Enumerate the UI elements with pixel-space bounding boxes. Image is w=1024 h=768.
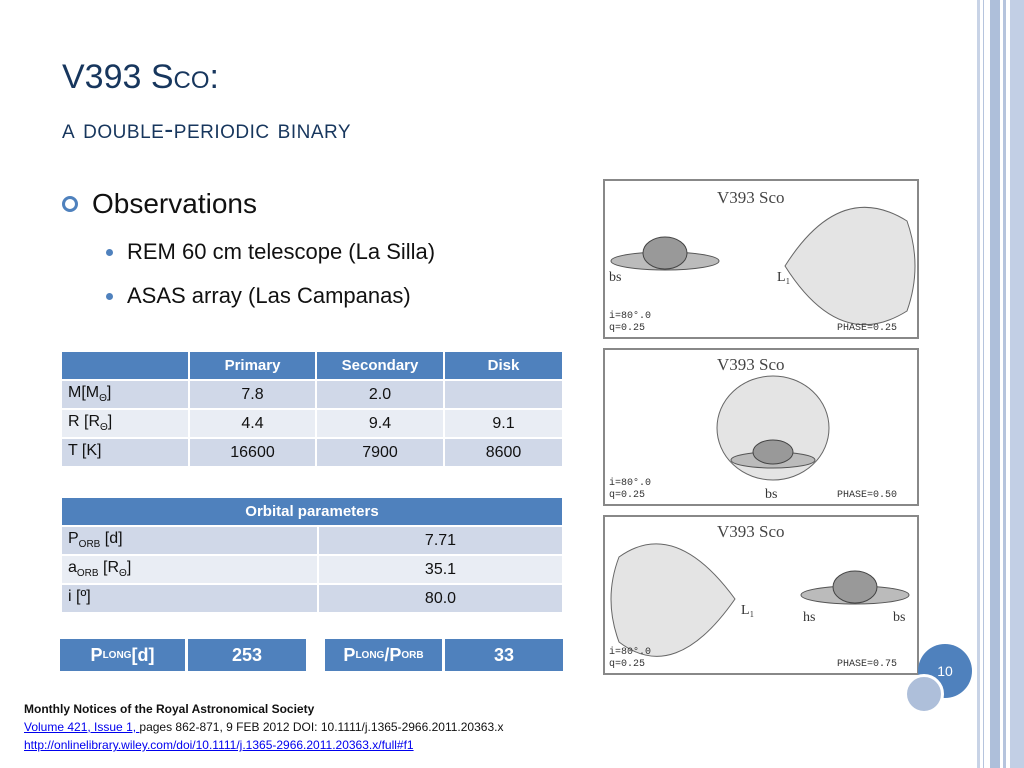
sub-bullet-text: REM 60 cm telescope (La Silla) (127, 239, 436, 264)
inclination-text: i=80°.0 (609, 646, 651, 658)
table-row: aORB [RΘ] 35.1 (60, 554, 564, 585)
figure-title: V393 Sco (717, 522, 785, 541)
phase-text: PHASE=0.75 (837, 659, 897, 670)
doi-link[interactable]: http://onlinelibrary.wiley.com/doi/10.11… (24, 738, 414, 752)
binary-model-phase-025: V393 Sco bs L₁ i=80°.0 q=0.25 PHASE=0.25 (603, 179, 919, 339)
secondary-star-shape (784, 206, 916, 326)
bullet-observations: Observations (62, 188, 257, 220)
decor-rail (1003, 0, 1006, 768)
binary-model-phase-075: V393 Sco L₁ hs bs i=80°.0 q=0.25 PHASE=0… (603, 515, 919, 675)
dot-bullet-icon (106, 248, 113, 256)
decor-circle (904, 674, 944, 714)
figure-label: hs (803, 610, 815, 625)
phase-text: PHASE=0.50 (837, 490, 897, 501)
table-cell: 8600 (443, 437, 564, 468)
row-label: aORB [RΘ] (60, 554, 319, 585)
figure-label: bs (893, 610, 905, 625)
orbital-parameters-table: Orbital parameters PORB [d] 7.71 aORB [R… (60, 496, 564, 614)
table-cell: 9.1 (443, 408, 564, 439)
plong-value: 253 (188, 639, 306, 671)
reference-citation: Volume 421, Issue 1, pages 862-871, 9 FE… (24, 720, 503, 734)
table-cell: 4.4 (188, 408, 317, 439)
table-header-cell: Primary (188, 350, 317, 381)
volume-link[interactable]: Volume 421, Issue 1, (24, 720, 140, 734)
table-header-cell: Secondary (315, 350, 445, 381)
table-cell (443, 379, 564, 410)
decor-rail (990, 0, 1000, 768)
row-label: T [K] (60, 437, 190, 468)
ring-bullet-icon (62, 196, 78, 212)
sub-bullet-text: ASAS array (Las Campanas) (127, 283, 411, 308)
table-row: M[MΘ] 7.8 2.0 (60, 379, 564, 410)
table-header-row: Primary Secondary Disk (60, 350, 564, 381)
binary-model-phase-050: V393 Sco bs i=80°.0 q=0.25 PHASE=0.50 (603, 348, 919, 506)
reference-url: http://onlinelibrary.wiley.com/doi/10.11… (24, 738, 414, 752)
decor-rail (1010, 0, 1024, 768)
mass-ratio-text: q=0.25 (609, 490, 645, 501)
phase-text: PHASE=0.25 (837, 323, 897, 334)
table-cell: 7.71 (317, 525, 564, 556)
table-cell: 9.4 (315, 408, 445, 439)
binary-model-image: V393 Sco bs i=80°.0 q=0.25 PHASE=0.50 (609, 355, 897, 502)
inclination-text: i=80°.0 (609, 477, 651, 489)
decor-rail (977, 0, 980, 768)
row-label: M[MΘ] (60, 379, 190, 410)
table-cell: 16600 (188, 437, 317, 468)
figure-label: L₁ (777, 270, 790, 285)
figure-label: L₁ (741, 603, 754, 618)
table-header-cell: Disk (443, 350, 564, 381)
figure-title: V393 Sco (717, 188, 785, 207)
plong-label: P LONG [d] (60, 639, 185, 671)
reference-pages: pages 862-871, 9 FEB 2012 DOI: 10.1111/j… (139, 720, 504, 734)
table-row: R [RΘ] 4.4 9.4 9.1 (60, 408, 564, 439)
sub-bullet: ASAS array (Las Campanas) (106, 283, 411, 309)
table-cell: 80.0 (317, 583, 564, 614)
figure-label: bs (609, 270, 621, 285)
ratio-value: 33 (445, 639, 563, 671)
stellar-parameters-table: Primary Secondary Disk M[MΘ] 7.8 2.0 R [… (60, 350, 564, 468)
inclination-text: i=80°.0 (609, 310, 651, 322)
row-label: PORB [d] (60, 525, 319, 556)
binary-model-image: V393 Sco bs L₁ i=80°.0 q=0.25 PHASE=0.25 (609, 188, 916, 334)
table-header-cell (60, 350, 190, 381)
sub-bullet: REM 60 cm telescope (La Silla) (106, 239, 435, 265)
table-row: PORB [d] 7.71 (60, 525, 564, 556)
bullet-text: Observations (92, 188, 257, 219)
secondary-star-shape (610, 543, 736, 657)
reference-journal: Monthly Notices of the Royal Astronomica… (24, 702, 315, 716)
table-cell: 2.0 (315, 379, 445, 410)
figure-label: bs (765, 487, 777, 502)
primary-star-shape (642, 236, 688, 270)
row-label: R [RΘ] (60, 408, 190, 439)
decor-rail (983, 0, 984, 768)
primary-star-shape (752, 439, 794, 465)
ratio-label: P LONG/P ORB (325, 639, 442, 671)
table-header-cell: Orbital parameters (60, 496, 564, 527)
table-cell: 35.1 (317, 554, 564, 585)
table-row: i [º] 80.0 (60, 583, 564, 614)
mass-ratio-text: q=0.25 (609, 659, 645, 670)
figure-title: V393 Sco (717, 355, 785, 374)
mass-ratio-text: q=0.25 (609, 323, 645, 334)
dot-bullet-icon (106, 292, 113, 300)
slide-subtitle: a double-periodic binary (62, 114, 352, 144)
table-header-row: Orbital parameters (60, 496, 564, 527)
binary-model-image: V393 Sco L₁ hs bs i=80°.0 q=0.25 PHASE=0… (609, 522, 910, 670)
table-cell: 7900 (315, 437, 445, 468)
slide-title: V393 Sco: (62, 58, 219, 96)
table-row: T [K] 16600 7900 8600 (60, 437, 564, 468)
row-label: i [º] (60, 583, 319, 614)
table-cell: 7.8 (188, 379, 317, 410)
primary-star-shape (832, 570, 878, 604)
